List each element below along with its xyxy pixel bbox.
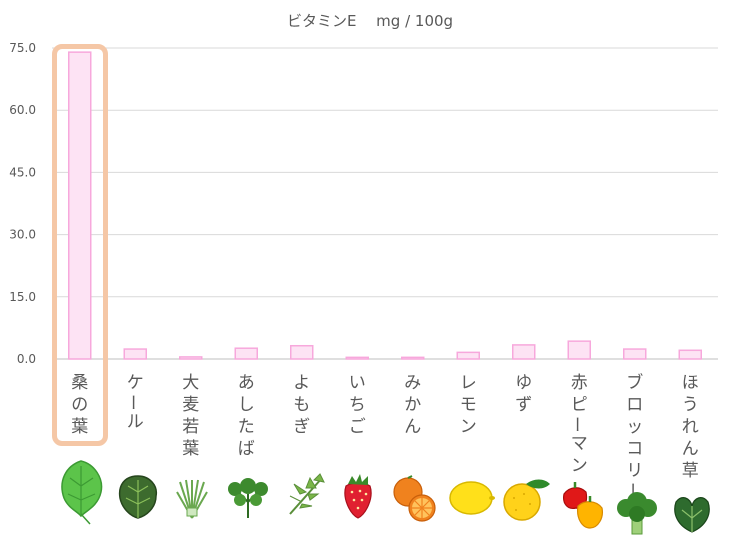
category-label-0: 桑の葉 <box>71 373 89 437</box>
chart-title: ビタミンE mg / 100g <box>286 12 454 30</box>
category-label-5: いちご <box>348 373 366 437</box>
y-tick-label: 60.0 <box>9 103 36 117</box>
bar-11 <box>678 349 702 360</box>
strawberry-icon <box>344 474 372 519</box>
broccoli-icon <box>617 492 657 535</box>
yomogi-icon <box>289 473 325 515</box>
y-tick-label: 0.0 <box>17 352 36 366</box>
barley-grass-icon <box>176 479 208 519</box>
bar-8 <box>512 344 536 360</box>
y-axis-ticks: 0.0 15.0 30.0 45.0 60.0 75.0 <box>9 41 36 366</box>
y-tick-label: 15.0 <box>9 290 36 304</box>
yuzu-icon <box>503 479 550 521</box>
bar-3 <box>234 347 258 360</box>
y-tick-label: 45.0 <box>9 165 36 179</box>
category-label-3: あしたば <box>237 373 255 459</box>
lemon-icon <box>449 481 495 515</box>
kale-icon <box>118 475 158 519</box>
category-label-4: よもぎ <box>293 373 311 437</box>
bar-5 <box>345 356 369 360</box>
category-label-2: 大麦若葉 <box>182 373 200 459</box>
mulberry-leaf-icon <box>61 460 103 525</box>
category-label-9: 赤ピーマン <box>565 373 588 476</box>
gridlines <box>52 47 718 360</box>
red-pepper-icon <box>563 482 603 529</box>
category-label-10: ブロッコリー <box>620 373 644 499</box>
bar-9 <box>567 340 591 360</box>
spinach-icon <box>674 497 710 533</box>
category-label-8: ゆず <box>515 373 533 415</box>
bar-1 <box>123 348 147 360</box>
bar-0 <box>68 51 92 360</box>
bar-7 <box>456 351 480 360</box>
category-label-7: レモン <box>459 373 477 437</box>
ashitaba-icon <box>228 478 268 518</box>
bar-10 <box>623 348 647 360</box>
bar-2 <box>179 356 203 360</box>
category-label-11: ほうれん草 <box>681 373 699 481</box>
bar-4 <box>290 344 314 360</box>
category-label-6: みかん <box>404 373 422 437</box>
bars <box>68 51 702 360</box>
mikan-icon <box>393 475 436 522</box>
y-tick-label: 30.0 <box>9 228 36 242</box>
y-tick-label: 75.0 <box>9 41 36 55</box>
category-label-1: ケール <box>121 373 144 432</box>
bar-6 <box>401 356 425 360</box>
highlight-frame <box>52 44 108 446</box>
